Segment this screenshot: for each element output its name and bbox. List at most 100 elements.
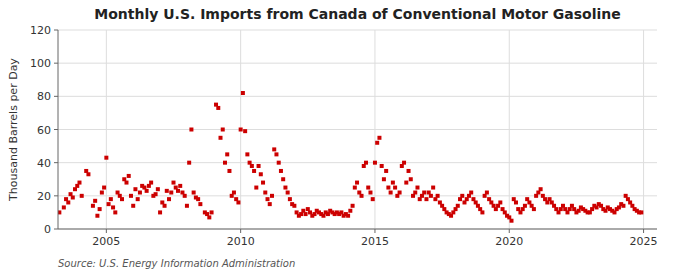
y-tick — [54, 129, 58, 130]
point — [129, 194, 133, 198]
point — [169, 191, 173, 195]
point — [259, 172, 263, 176]
point — [80, 194, 84, 198]
point — [252, 169, 256, 173]
point — [286, 191, 290, 195]
point — [77, 181, 81, 185]
point — [404, 181, 408, 185]
point — [120, 197, 124, 201]
point — [456, 204, 460, 208]
x-tick-label: 2025 — [630, 235, 658, 248]
point — [407, 169, 411, 173]
grid-line-y — [58, 229, 657, 230]
point — [398, 191, 402, 195]
point — [133, 187, 137, 191]
point — [158, 210, 162, 214]
y-tick-label: 20 — [37, 190, 51, 203]
point — [111, 205, 115, 209]
point — [196, 197, 200, 201]
point — [469, 191, 473, 195]
point — [58, 210, 61, 214]
point — [639, 210, 643, 214]
point — [485, 191, 489, 195]
x-tick-label: 2020 — [495, 235, 523, 248]
point — [355, 181, 359, 185]
point — [498, 200, 502, 204]
y-tick-label: 60 — [37, 124, 51, 137]
point — [185, 204, 189, 208]
point — [66, 200, 70, 204]
x-tick-label: 2010 — [227, 235, 255, 248]
point — [250, 164, 254, 168]
point — [138, 191, 142, 195]
point — [261, 181, 265, 185]
point — [254, 186, 258, 190]
point — [292, 204, 296, 208]
point — [371, 197, 375, 201]
grid-line-y — [58, 195, 657, 196]
point — [281, 177, 285, 181]
y-axis-label: Thousand Barrels per Day — [7, 58, 20, 202]
grid-line-x — [643, 30, 644, 229]
point — [154, 192, 158, 196]
point — [165, 189, 169, 193]
grid-line-y — [58, 63, 657, 64]
point — [95, 214, 99, 218]
point — [514, 200, 518, 204]
point — [187, 161, 191, 165]
x-tick-label: 2005 — [92, 235, 120, 248]
point — [172, 181, 176, 185]
title: Monthly U.S. Imports from Canada of Conv… — [94, 6, 621, 22]
point — [207, 215, 211, 219]
grid-line-y — [58, 96, 657, 97]
point — [346, 214, 350, 218]
point — [176, 189, 180, 193]
point — [274, 152, 278, 156]
point — [263, 191, 267, 195]
point — [422, 191, 426, 195]
background — [0, 0, 675, 275]
point — [270, 194, 274, 198]
point — [163, 204, 167, 208]
point — [360, 194, 364, 198]
point — [236, 200, 240, 204]
x-tick — [106, 229, 107, 233]
point — [353, 186, 357, 190]
point — [621, 204, 625, 208]
grid-line-y — [58, 30, 657, 31]
y-tick-label: 80 — [37, 90, 51, 103]
point — [277, 161, 281, 165]
source-note: Source: U.S. Energy Information Administ… — [58, 258, 295, 269]
point — [239, 128, 243, 132]
point — [436, 194, 440, 198]
point — [380, 164, 384, 168]
point — [431, 186, 435, 190]
x-tick — [240, 229, 241, 233]
point — [131, 204, 135, 208]
point — [243, 129, 247, 133]
point — [219, 136, 223, 140]
x-tick — [509, 229, 510, 233]
point — [192, 191, 196, 195]
point — [424, 197, 428, 201]
point — [391, 181, 395, 185]
point — [109, 197, 113, 201]
point — [364, 161, 368, 165]
y-tick-label: 120 — [30, 24, 51, 37]
x-tick-label: 2015 — [361, 235, 389, 248]
point — [178, 184, 182, 188]
point — [136, 197, 140, 201]
point — [149, 181, 153, 185]
y-tick — [54, 162, 58, 163]
point — [266, 197, 270, 201]
x-tick — [643, 229, 644, 233]
point — [348, 209, 352, 213]
chart-container: 20052010201520202025020406080100120Thous… — [0, 0, 675, 275]
point — [532, 207, 536, 211]
y-tick — [54, 30, 58, 31]
point — [283, 186, 287, 190]
point — [221, 128, 225, 132]
point — [210, 210, 214, 214]
point — [480, 210, 484, 214]
point — [124, 181, 128, 185]
